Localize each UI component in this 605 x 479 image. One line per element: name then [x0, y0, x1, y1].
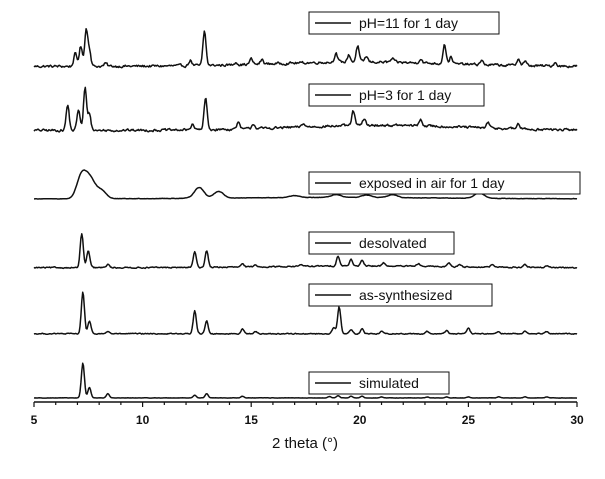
legend-entry-2: pH=3 for 1 day — [308, 83, 485, 107]
legend-box — [308, 371, 450, 395]
legend-box — [308, 171, 581, 195]
trace-4 — [33, 233, 578, 270]
legend-box — [308, 83, 485, 107]
legend-box — [308, 283, 493, 307]
legend-label: desolvated — [359, 235, 427, 251]
x-tick-label: 15 — [245, 413, 259, 427]
legend-box — [308, 11, 500, 35]
legend-entry-1: pH=11 for 1 day — [308, 11, 500, 35]
traces-layer — [33, 27, 578, 399]
x-tick-label: 30 — [570, 413, 584, 427]
legend-label: pH=3 for 1 day — [359, 87, 451, 103]
legend-box — [308, 231, 455, 255]
x-tick-label: 20 — [353, 413, 367, 427]
legend-label: exposed in air for 1 day — [359, 175, 505, 191]
legend-entry-5: as-synthesized — [308, 283, 493, 307]
x-tick-label: 10 — [136, 413, 150, 427]
trace-2 — [33, 86, 578, 133]
legend-layer: pH=11 for 1 day pH=3 for 1 day exposed in … — [308, 11, 581, 395]
trace-6 — [33, 362, 578, 399]
x-axis-ticks: 5 10 15 20 25 30 — [31, 402, 584, 427]
legend-entry-4: desolvated — [308, 231, 455, 255]
x-tick-label: 25 — [462, 413, 476, 427]
legend-entry-3: exposed in air for 1 day — [308, 171, 581, 195]
x-axis-title: 2 theta (°) — [272, 435, 338, 452]
legend-entry-6: simulated — [308, 371, 450, 395]
trace-1 — [33, 27, 578, 69]
x-tick-label: 5 — [31, 413, 38, 427]
legend-label: as-synthesized — [359, 287, 452, 303]
legend-label: pH=11 for 1 day — [359, 15, 458, 31]
trace-3 — [34, 169, 578, 200]
trace-5 — [33, 291, 578, 336]
legend-label: simulated — [359, 375, 419, 391]
